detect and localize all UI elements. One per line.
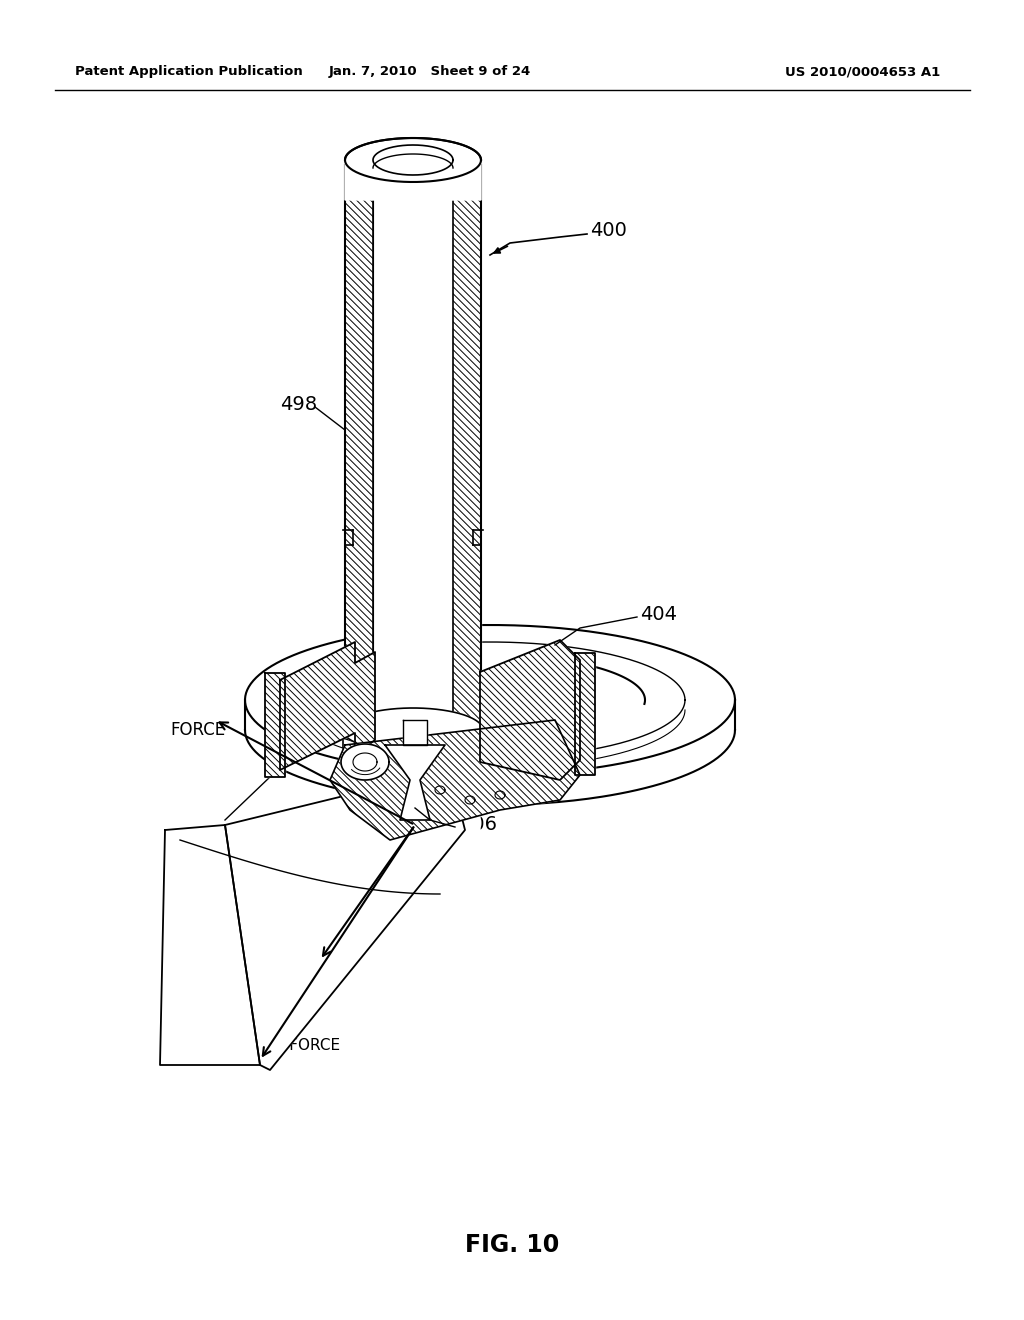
Text: Patent Application Publication: Patent Application Publication (75, 66, 303, 78)
Text: Jan. 7, 2010   Sheet 9 of 24: Jan. 7, 2010 Sheet 9 of 24 (329, 66, 531, 78)
Polygon shape (403, 719, 427, 744)
Text: 404: 404 (640, 606, 677, 624)
Polygon shape (330, 719, 580, 840)
Polygon shape (280, 642, 375, 770)
Polygon shape (341, 744, 389, 780)
Text: CF FORCE: CF FORCE (265, 1038, 340, 1052)
Text: 476: 476 (355, 760, 392, 780)
Text: 406: 406 (460, 816, 497, 834)
Text: SPINDLE
FORCE: SPINDLE FORCE (310, 842, 375, 874)
Polygon shape (373, 145, 453, 176)
Polygon shape (245, 624, 735, 775)
Polygon shape (575, 653, 595, 775)
Polygon shape (345, 165, 373, 730)
Polygon shape (373, 165, 453, 741)
Polygon shape (450, 770, 480, 836)
Polygon shape (265, 673, 285, 777)
Text: 498: 498 (280, 396, 317, 414)
Text: FORCE: FORCE (170, 721, 225, 739)
Polygon shape (480, 640, 580, 780)
Polygon shape (345, 139, 481, 201)
Text: US 2010/0004653 A1: US 2010/0004653 A1 (784, 66, 940, 78)
Text: FIG. 10: FIG. 10 (465, 1233, 559, 1257)
Polygon shape (160, 825, 260, 1065)
Text: 400: 400 (590, 220, 627, 239)
Polygon shape (453, 165, 481, 730)
Polygon shape (385, 744, 445, 820)
Polygon shape (343, 708, 483, 752)
Polygon shape (225, 770, 465, 1071)
